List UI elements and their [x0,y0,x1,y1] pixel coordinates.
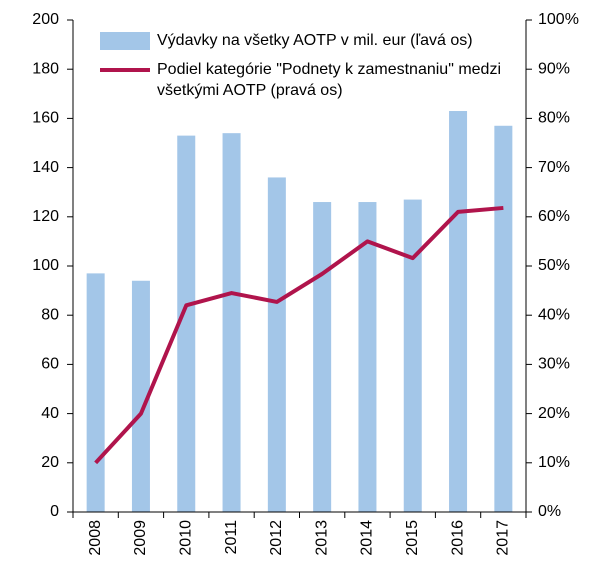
y2-tick-label: 0% [538,503,561,520]
y-tick-label: 140 [32,159,59,176]
legend-item: Výdavky na všetky AOTP v mil. eur (ľavá … [100,30,502,51]
y-tick-label: 0 [50,503,59,520]
y2-tick-label: 70% [538,159,570,176]
y2-tick-label: 30% [538,356,570,373]
bar [222,133,241,512]
legend: Výdavky na všetky AOTP v mil. eur (ľavá … [100,30,502,109]
y2-tick-label: 90% [538,60,570,77]
y2-tick-label: 60% [538,208,570,225]
x-tick-label: 2010 [177,520,194,556]
y-tick-label: 60 [41,356,59,373]
legend-label: Výdavky na všetky AOTP v mil. eur (ľavá … [157,32,473,49]
bar [267,177,286,512]
y2-tick-label: 80% [538,110,570,127]
bar [494,125,513,512]
y2-tick-label: 10% [538,454,570,471]
y-tick-label: 160 [32,110,59,127]
x-tick-label: 2015 [404,520,421,556]
y-tick-label: 200 [32,11,59,28]
x-tick-label: 2014 [359,520,376,556]
x-tick-label: 2016 [449,520,466,556]
bar [449,111,468,513]
x-tick-label: 2008 [87,520,104,556]
legend-swatch [100,32,150,50]
line [94,205,504,465]
bar [177,135,196,512]
x-tick-label: 2011 [223,520,240,555]
bar [403,199,422,512]
x-tick-label: 2009 [132,520,149,556]
bar [358,202,377,513]
y-tick-label: 120 [32,208,59,225]
y2-tick-label: 20% [538,405,570,422]
legend-item: Podiel kategórie "Podnety k zamestnaniu"… [100,59,502,101]
y2-tick-label: 50% [538,257,570,274]
y2-tick-label: 100% [538,11,579,28]
y-tick-label: 100 [32,257,59,274]
y-tick-label: 180 [32,60,59,77]
bar [313,202,332,513]
x-tick-label: 2017 [495,520,512,556]
bar [86,273,105,512]
x-tick-label: 2012 [268,520,285,556]
y2-tick-label: 40% [538,306,570,323]
bar [131,280,150,512]
legend-swatch [100,68,150,72]
legend-label: Podiel kategórie "Podnety k zamestnaniu"… [157,61,501,99]
x-tick-label: 2013 [313,520,330,556]
y-tick-label: 20 [41,454,59,471]
y-tick-label: 40 [41,405,59,422]
y-tick-label: 80 [41,306,59,323]
